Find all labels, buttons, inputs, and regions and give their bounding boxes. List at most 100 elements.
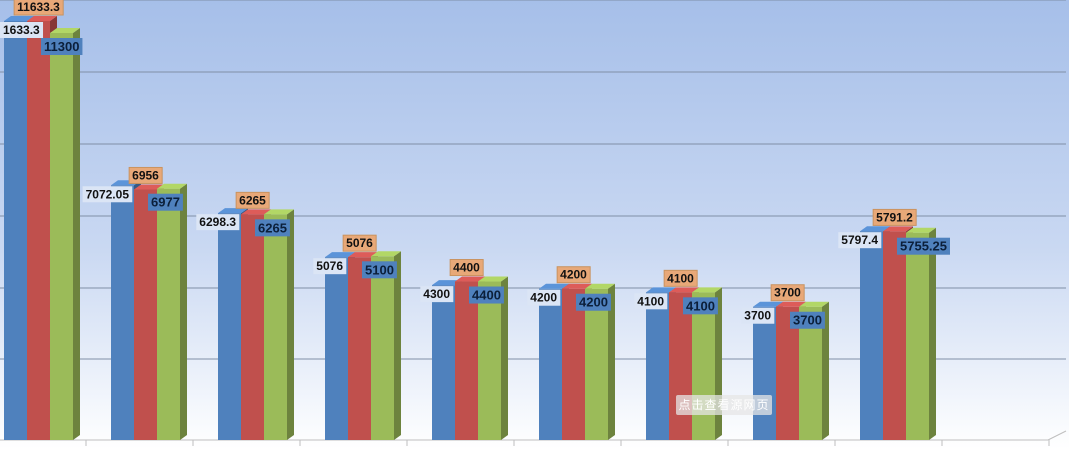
bar [4, 21, 27, 440]
bar-top [753, 301, 783, 307]
data-label-box [362, 261, 397, 279]
bar [432, 285, 455, 440]
data-label-box [196, 214, 240, 231]
data-label: 11633.3 [13, 0, 64, 16]
data-label: 4300 [420, 286, 454, 303]
floor-depth-line [1047, 430, 1067, 441]
bar [50, 33, 73, 440]
bar-top [799, 301, 829, 307]
data-label-text: 5791.2 [876, 210, 913, 224]
data-label-text: 4400 [453, 261, 480, 275]
bar [325, 257, 348, 440]
bar-side [287, 209, 294, 440]
data-label-text: 3700 [793, 313, 822, 328]
data-label-box [576, 293, 611, 311]
data-label-text: 5100 [365, 262, 394, 277]
data-label: 11300 [41, 38, 83, 56]
data-label-box [420, 286, 454, 303]
bar-top [455, 276, 485, 282]
bar [478, 281, 501, 440]
bar-top [669, 287, 699, 293]
bar [539, 288, 562, 440]
data-label: 3700 [790, 311, 825, 329]
bar-side [73, 28, 80, 440]
data-label-box [148, 193, 183, 211]
bar [562, 288, 585, 440]
data-label: 5100 [362, 261, 397, 279]
data-label: 7072.05 [82, 186, 133, 203]
data-label-text: 6265 [239, 193, 266, 207]
bar-side [608, 283, 615, 440]
data-label: 4200 [527, 289, 561, 306]
bar [906, 232, 929, 440]
data-label-box [255, 219, 290, 237]
bar-top [478, 276, 508, 282]
data-label-text: 4100 [686, 298, 715, 313]
bar [111, 185, 134, 440]
data-label: 3700 [770, 284, 805, 302]
data-label-text: 5076 [346, 236, 373, 250]
bar-top [241, 209, 271, 215]
data-label: 1633.3 [0, 22, 44, 38]
data-label-box [0, 22, 44, 38]
data-label-text: 3700 [774, 286, 801, 300]
data-label-text: 7072.05 [86, 187, 130, 201]
bar-top [27, 16, 57, 21]
data-label: 5076 [313, 258, 347, 275]
data-label-box [527, 289, 561, 306]
bar [455, 281, 478, 440]
data-label-text: 6298.3 [199, 215, 236, 229]
data-label-box [313, 258, 347, 275]
bar-top [776, 301, 806, 307]
data-label-box [41, 38, 83, 56]
data-label-text: 1633.3 [3, 23, 40, 37]
bar-top [906, 227, 936, 233]
data-label-text: 11633.3 [17, 0, 60, 14]
bar [753, 306, 776, 440]
data-label: 6265 [255, 219, 290, 237]
data-label: 5791.2 [872, 208, 917, 226]
bar [692, 292, 715, 440]
data-label-text: 4200 [579, 295, 608, 310]
data-label-text: 11300 [44, 39, 79, 54]
data-label-box [770, 284, 805, 302]
bar [776, 306, 799, 440]
data-label-box [13, 0, 64, 16]
bar [371, 256, 394, 440]
bar-side [822, 301, 829, 440]
data-label-box [741, 307, 775, 324]
bar [157, 188, 180, 440]
bar [860, 231, 883, 440]
bar-top [646, 287, 676, 293]
data-label-text: 4200 [560, 268, 587, 282]
data-label: 5797.4 [838, 232, 882, 249]
bar [348, 257, 371, 440]
data-label-text: 6977 [151, 195, 180, 210]
data-label-box [897, 237, 950, 255]
data-label-box [838, 232, 882, 249]
bar-side [180, 183, 187, 440]
data-label: 4400 [469, 286, 504, 304]
data-label-text: 4400 [472, 288, 501, 303]
data-label-box [342, 234, 377, 252]
data-label-text: 5797.4 [841, 233, 878, 247]
bar-top [134, 184, 164, 190]
data-label: 4200 [576, 293, 611, 311]
data-label-box [790, 311, 825, 329]
data-label-box [872, 208, 917, 226]
bar [241, 214, 264, 440]
bar-top [157, 183, 187, 189]
data-label-box [235, 191, 270, 209]
watermark[interactable]: 点击查看源网页 [676, 395, 772, 415]
data-label-box [469, 286, 504, 304]
data-label-text: 3700 [744, 309, 771, 323]
data-label: 3700 [741, 307, 775, 324]
data-label-text: 6265 [258, 220, 287, 235]
data-label-box [634, 293, 668, 310]
data-label-box [128, 166, 163, 184]
bar-side [501, 276, 508, 440]
data-label: 4200 [556, 266, 591, 284]
bar [669, 292, 692, 440]
bar-top [562, 283, 592, 289]
bar-top [860, 226, 890, 232]
